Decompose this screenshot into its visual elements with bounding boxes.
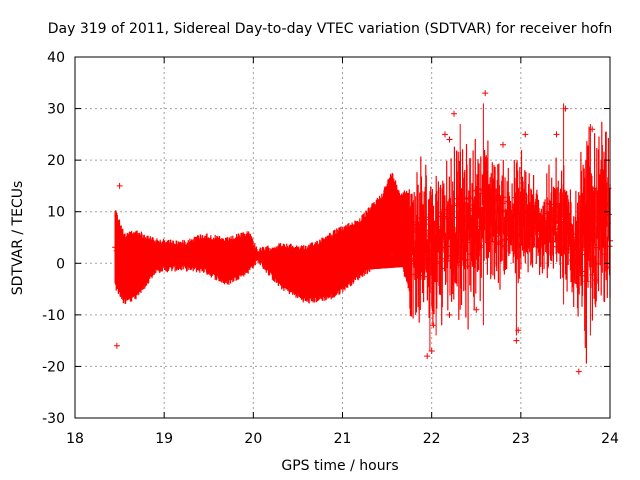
outlier-point <box>442 131 448 138</box>
outlier-point <box>451 110 457 117</box>
outlier-point <box>428 348 435 354</box>
outlier-point <box>553 131 560 138</box>
outlier-point <box>589 126 596 133</box>
x-axis-label: GPS time / hours <box>281 458 398 474</box>
data-series <box>112 90 613 375</box>
y-tick-label: -20 <box>42 359 65 375</box>
outlier-point <box>513 337 520 344</box>
chart-title: Day 319 of 2011, Sidereal Day-to-day VTE… <box>48 21 612 37</box>
outlier-point <box>482 90 489 97</box>
x-tick-label: 20 <box>244 431 262 447</box>
y-tick-label: -30 <box>42 411 65 427</box>
outlier-point <box>116 182 123 189</box>
outlier-point <box>515 327 522 334</box>
outlier-point <box>446 136 453 143</box>
data-point <box>605 211 612 218</box>
y-tick-label: 40 <box>47 50 65 66</box>
outlier-point <box>500 141 506 148</box>
y-tick-label: 0 <box>56 256 65 272</box>
x-tick-label: 19 <box>155 431 173 447</box>
outlier-point <box>575 368 582 375</box>
outlier-point <box>430 322 437 329</box>
y-tick-label: 30 <box>47 102 65 118</box>
y-tick-label: 20 <box>47 153 65 169</box>
series-sdtvar <box>112 90 613 375</box>
x-tick-label: 18 <box>66 431 84 447</box>
x-tick-label: 24 <box>601 431 619 447</box>
x-tick-label: 23 <box>512 431 530 447</box>
outlier-point <box>522 131 529 138</box>
outlier-point <box>562 105 569 112</box>
data-point <box>475 185 481 192</box>
y-axis-label: SDTVAR / TECUs <box>10 181 26 296</box>
outlier-point <box>113 342 120 349</box>
outlier-point <box>424 353 431 360</box>
axes: 18 19 20 21 22 23 24 -30 -20 -10 0 10 20 30 40 <box>42 50 619 447</box>
x-tick-label: 22 <box>423 431 441 447</box>
outlier-point <box>473 306 480 313</box>
data-point <box>536 244 543 251</box>
outlier-point <box>446 311 453 318</box>
x-tick-label: 21 <box>334 431 352 447</box>
y-tick-label: 10 <box>47 205 65 221</box>
y-tick-label: -10 <box>42 308 65 324</box>
